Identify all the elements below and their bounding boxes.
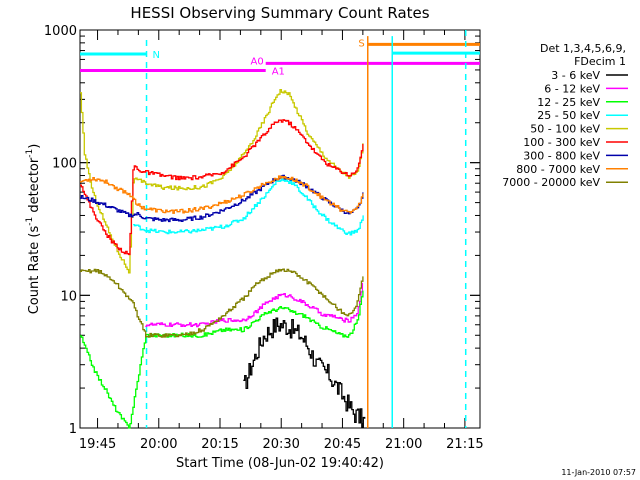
x-tick-label: 20:30 <box>262 437 299 452</box>
y-axis: 1 10 100 1000 <box>44 24 480 437</box>
series-line <box>80 174 364 223</box>
series-lines <box>80 89 366 429</box>
x-tick-label: 20:00 <box>140 437 177 452</box>
y-axis-label-sup1: -1 <box>25 217 35 226</box>
x-tick-label: 20:45 <box>324 437 361 452</box>
legend-label: 6 - 12 keV <box>544 82 600 95</box>
plot-border <box>79 29 481 429</box>
legend-label: 300 - 800 keV <box>523 149 600 162</box>
timestamp: 11-Jan-2010 07:57 <box>561 468 636 477</box>
x-tick-label: 21:00 <box>385 437 422 452</box>
marker-label-S: S <box>358 38 364 49</box>
legend-header-line2: FDecim 1 <box>574 55 626 68</box>
x-tick-label: 21:15 <box>446 437 483 452</box>
legend-label: 100 - 300 keV <box>523 136 600 149</box>
marker-label-A0: A0 <box>251 57 264 68</box>
legend-label: 7000 - 20000 keV <box>502 176 600 189</box>
y-axis-label-part1: Count Rate (s <box>27 226 42 315</box>
y-tick-label: 1 <box>69 422 77 437</box>
x-axis: 19:45 20:00 20:15 20:30 20:45 21:00 21:15 <box>79 30 484 452</box>
y-axis-label: Count Rate (s-1 detector-1) <box>25 144 42 315</box>
series-line <box>145 282 364 328</box>
y-tick-label: 1000 <box>44 24 77 39</box>
x-axis-label: Start Time (08-Jun-02 19:40:42) <box>176 456 384 471</box>
y-axis-label-part3: ) <box>27 144 42 149</box>
series-line <box>80 290 364 429</box>
marker-label-N: N <box>153 50 160 61</box>
plot-area <box>79 29 481 429</box>
series-line <box>80 119 364 256</box>
series-line <box>80 175 364 214</box>
y-tick-label: 100 <box>52 157 77 172</box>
series-line <box>80 268 364 338</box>
legend-label: 25 - 50 keV <box>537 109 600 122</box>
legend-label: 12 - 25 keV <box>537 96 600 109</box>
x-tick-label: 20:15 <box>201 437 238 452</box>
y-axis-label-sup2: -1 <box>25 149 35 158</box>
series-line <box>133 178 364 236</box>
legend-label: 3 - 6 keV <box>551 69 600 82</box>
y-tick-label: 10 <box>60 289 77 304</box>
legend-label: 800 - 7000 keV <box>516 163 600 176</box>
marker-label-A1: A1 <box>272 66 285 77</box>
mode-markers: N A0 A1 S <box>80 30 480 428</box>
x-tick-label: 19:45 <box>79 437 116 452</box>
y-axis-label-part2: detector <box>27 157 42 217</box>
legend-label: 50 - 100 keV <box>530 123 600 136</box>
legend-header-line1: Det 1,3,4,5,6,9, <box>540 42 626 55</box>
series-line <box>80 89 364 274</box>
chart-title: HESSI Observing Summary Count Rates <box>130 4 429 22</box>
series-line <box>243 317 366 428</box>
